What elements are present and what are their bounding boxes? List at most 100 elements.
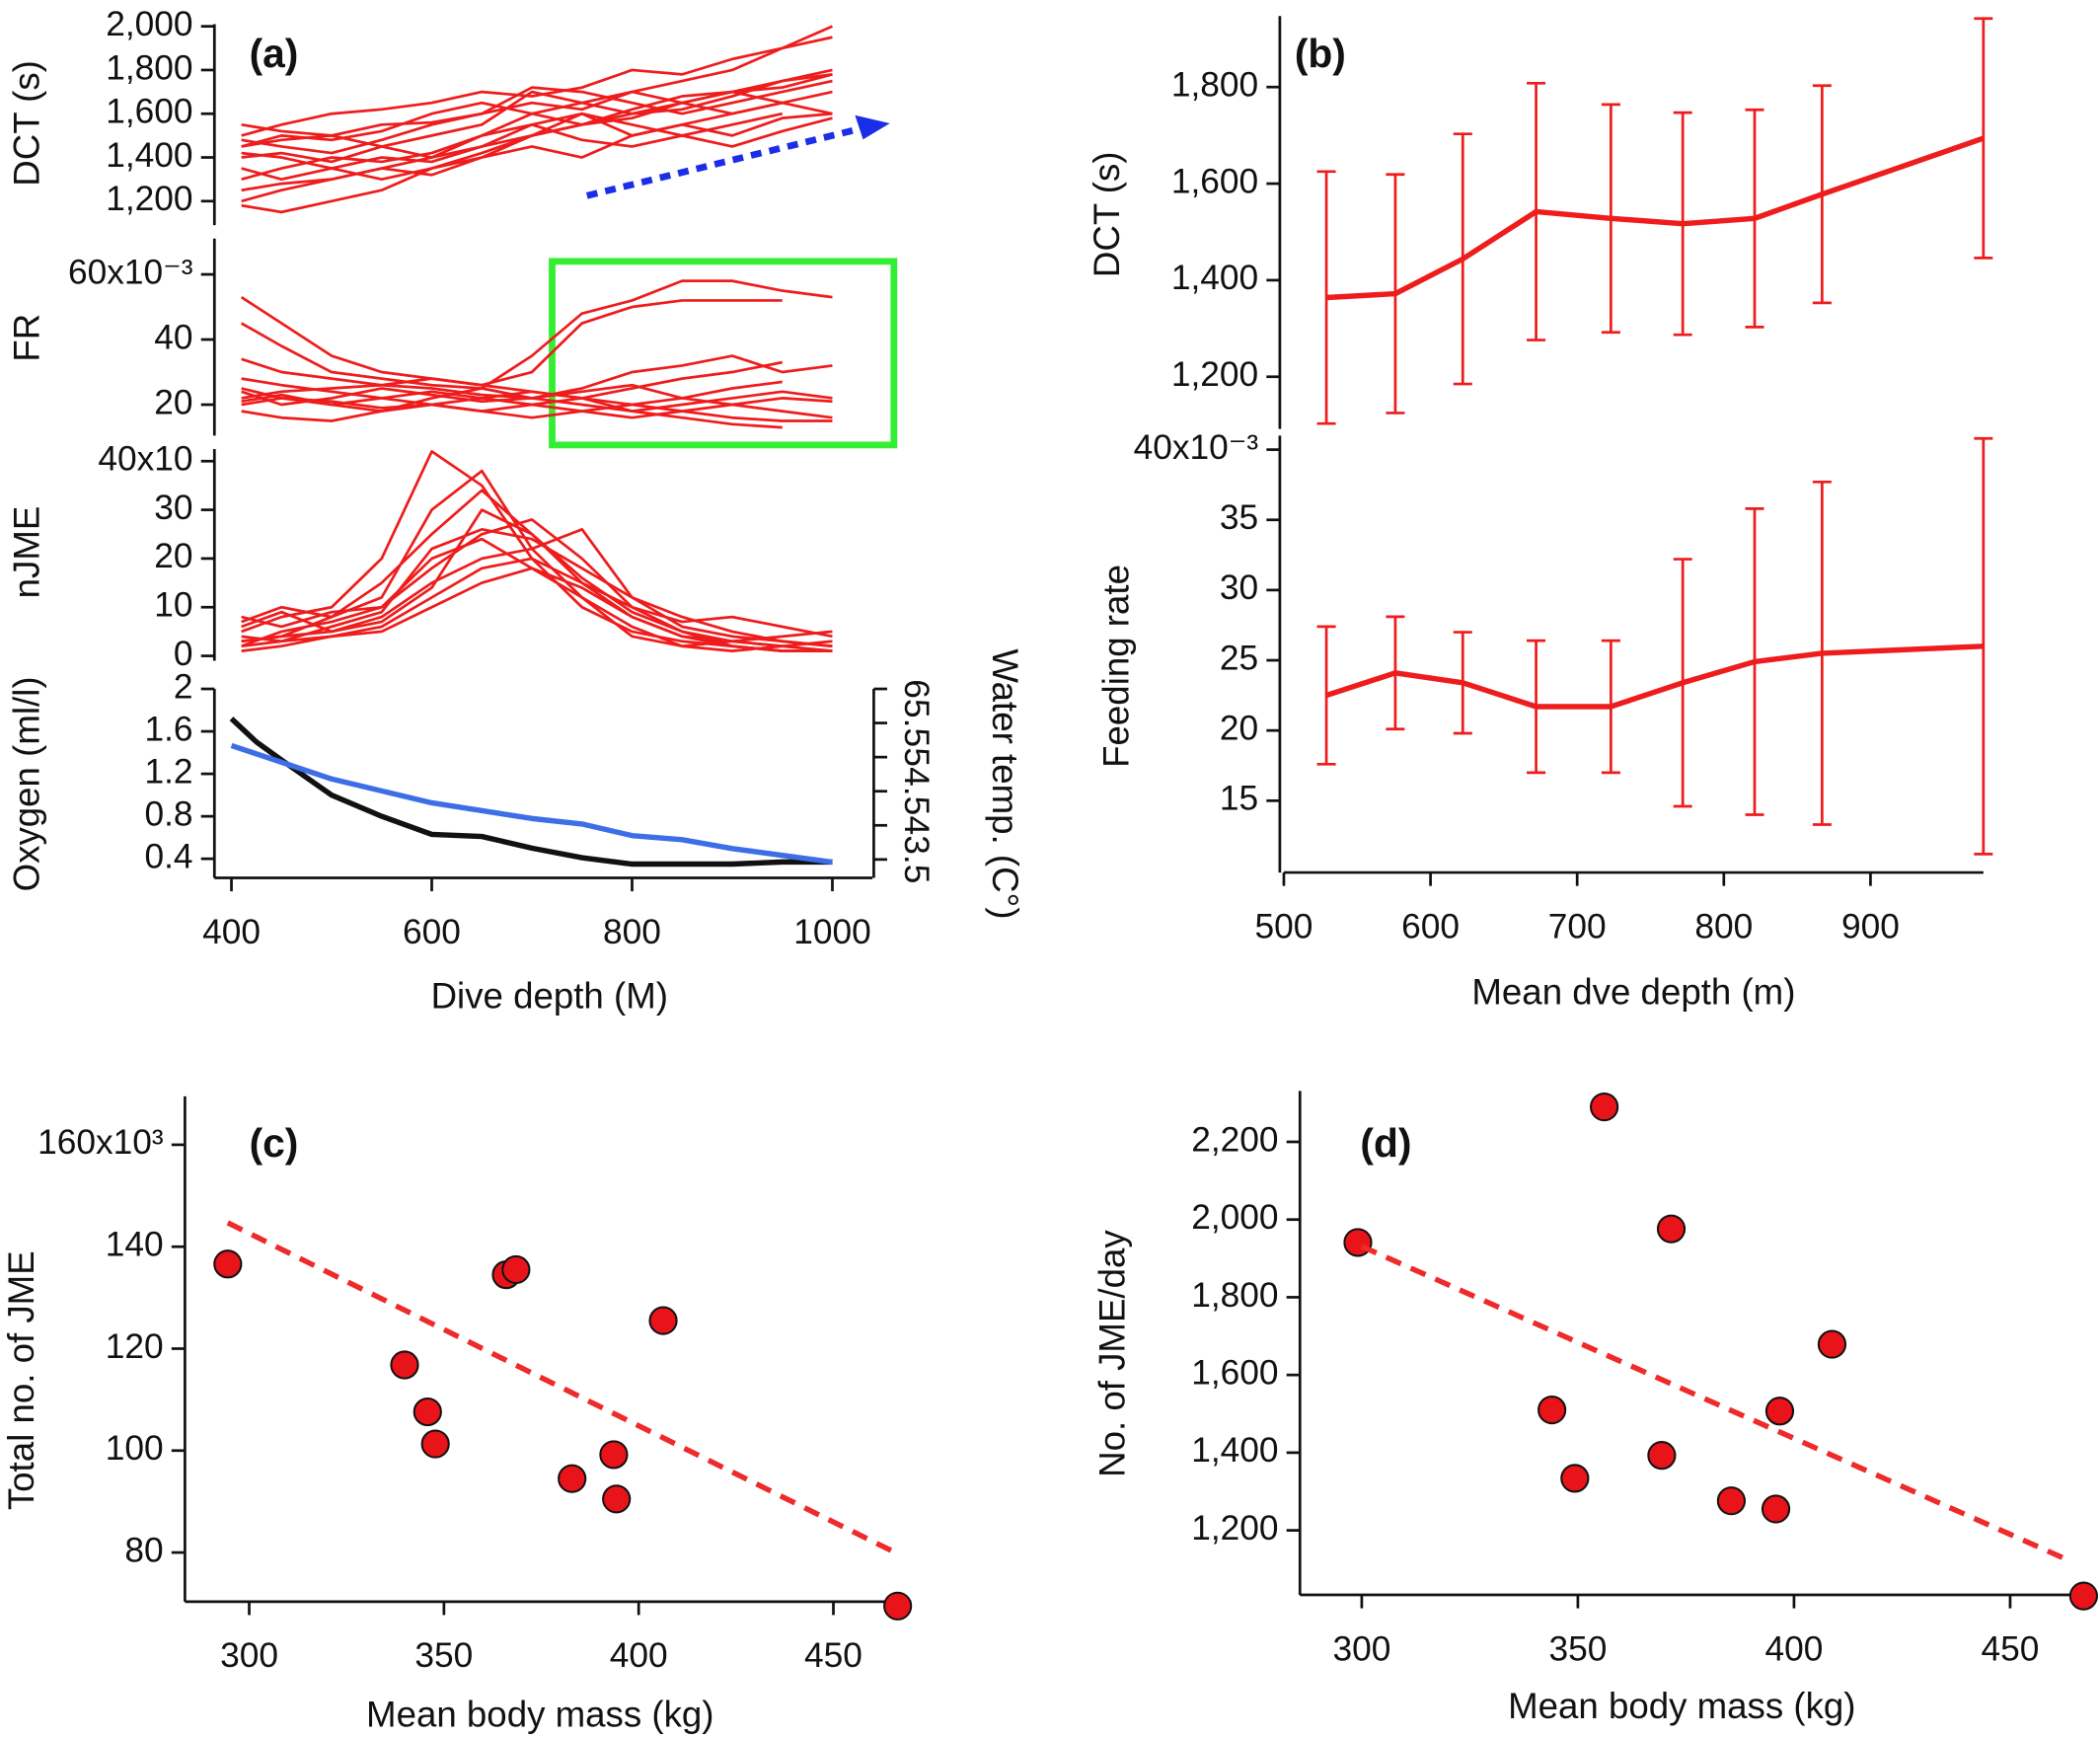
y-tick-label: 20 [154, 537, 192, 575]
data-line [241, 25, 834, 137]
y-tick-label: 1,200 [1171, 355, 1258, 394]
data-line [241, 360, 783, 400]
x-tick-label: 400 [202, 913, 261, 951]
y-tick-label: 120 [106, 1327, 164, 1366]
error-bar [1316, 625, 1336, 766]
data-line [241, 380, 783, 407]
error-bar [1453, 132, 1472, 386]
y-axis-label: DCT (s) [7, 60, 47, 187]
x-tick-label: 350 [1548, 1629, 1607, 1668]
y-axis-label: Feeding rate [1096, 565, 1137, 768]
x-tick-label: 600 [403, 913, 461, 951]
data-line [241, 527, 833, 648]
x-tick-label: 500 [1255, 907, 1313, 945]
x-axis-label: Mean dve depth (m) [1471, 971, 1795, 1012]
data-line [241, 566, 833, 653]
data-line [241, 79, 833, 155]
data-line [241, 112, 833, 214]
y-tick-label: 1,800 [106, 48, 192, 87]
data-point [1343, 1228, 1373, 1257]
error-bar [1386, 173, 1405, 415]
data-point [1647, 1441, 1677, 1471]
y-tick-label: 15 [1220, 780, 1258, 818]
y-tick-label: 1,200 [1191, 1509, 1278, 1548]
data-point [602, 1484, 632, 1514]
error-bar [1974, 17, 1993, 260]
y-tick-label: 20 [1220, 709, 1258, 747]
data-line [230, 742, 833, 866]
error-bar [1745, 506, 1764, 816]
data-line [241, 527, 833, 648]
y-axis-label: nJME [7, 506, 47, 599]
data-point [648, 1306, 678, 1335]
arrow-head [855, 114, 890, 140]
data-point [599, 1440, 629, 1470]
data-point [412, 1397, 442, 1427]
trend-arrow [585, 125, 862, 199]
panel-label: (a) [250, 31, 299, 76]
y-axis-label: No. of JME/day [1092, 1230, 1133, 1477]
data-line [241, 387, 833, 413]
data-line [241, 397, 833, 422]
y-tick-label: 35 [1220, 498, 1258, 537]
x-tick-label: 450 [804, 1636, 862, 1675]
x-tick-label: 900 [1841, 907, 1900, 945]
y-tick-label: 2,000 [106, 5, 192, 43]
x-tick-label: 400 [1764, 1629, 1823, 1668]
error-bar [1812, 84, 1832, 305]
panel-label: (d) [1360, 1120, 1411, 1166]
trend-line [1360, 1244, 2071, 1564]
error-bar [1673, 558, 1692, 808]
error-bar [1316, 170, 1336, 425]
x-tick-label: 1000 [793, 913, 871, 951]
y-tick-label: 1,600 [1191, 1353, 1278, 1392]
y2-tick-label: 6 [897, 679, 936, 699]
error-bar [1601, 639, 1620, 775]
trend-line [226, 1220, 902, 1558]
y-tick-label: 1,800 [1171, 66, 1258, 105]
y-tick-label: 1.6 [144, 710, 192, 748]
error-bar [1673, 111, 1692, 337]
x-axis-label: Mean body mass (kg) [366, 1694, 713, 1734]
y-tick-label: 2,000 [1191, 1198, 1278, 1237]
y2-axis-label: Water temp. (C°) [985, 648, 1025, 919]
y-tick-label: 30 [1220, 568, 1258, 607]
x-axis-label: Dive depth (M) [431, 975, 668, 1016]
error-bar [1745, 108, 1764, 329]
data-point [1656, 1214, 1687, 1244]
y2-tick-label: 5 [897, 747, 936, 767]
error-bar [1527, 639, 1546, 775]
data-line [229, 717, 833, 868]
data-line [241, 68, 833, 164]
error-bar [1601, 103, 1620, 335]
y-tick-label: 1,800 [1191, 1276, 1278, 1315]
error-bar [1386, 615, 1405, 731]
data-point [1590, 1092, 1619, 1122]
data-point [420, 1429, 450, 1459]
panel-label: (c) [250, 1120, 299, 1166]
x-tick-label: 300 [220, 1636, 278, 1675]
data-point [1817, 1329, 1847, 1359]
y-axis-label: DCT (s) [1087, 151, 1127, 277]
y-tick-label: 0 [174, 635, 193, 673]
y2-tick-label: 5.5 [897, 699, 936, 747]
y2-tick-label: 3.5 [897, 835, 936, 883]
data-point [1716, 1486, 1747, 1516]
y-tick-label: 1,600 [106, 93, 192, 131]
y-tick-label: 1,400 [1171, 259, 1258, 297]
y-tick-label: 80 [124, 1531, 163, 1569]
y-tick-label: 1,200 [106, 180, 192, 218]
data-point [390, 1350, 419, 1380]
data-point [1560, 1464, 1590, 1493]
x-tick-label: 300 [1332, 1629, 1390, 1668]
y-tick-label: 60x10⁻³ [68, 253, 193, 291]
x-tick-label: 450 [1981, 1629, 2039, 1668]
x-axis-label: Mean body mass (kg) [1508, 1686, 1855, 1726]
y-tick-label: 25 [1220, 639, 1258, 677]
x-tick-label: 400 [610, 1636, 668, 1675]
y-tick-label: 30 [154, 489, 192, 527]
y-tick-label: 0.8 [144, 794, 192, 833]
data-point [558, 1464, 587, 1493]
x-tick-label: 600 [1401, 907, 1460, 945]
